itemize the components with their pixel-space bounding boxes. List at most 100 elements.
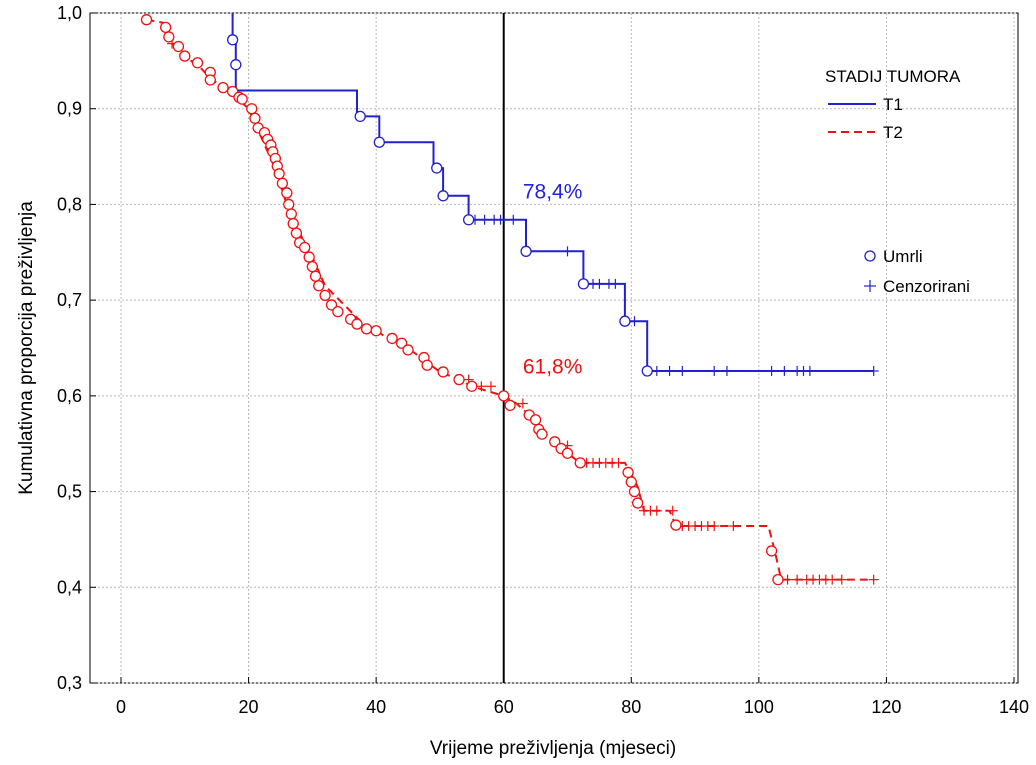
series-t2-death-marker bbox=[332, 305, 344, 318]
series-t2-death-marker bbox=[236, 93, 248, 105]
y-axis-label: Kumulativna proporcija preživljenja bbox=[16, 201, 37, 495]
x-tick-label: 100 bbox=[744, 697, 774, 717]
series-t1-death-marker bbox=[431, 162, 443, 174]
series-t2-death-marker bbox=[574, 457, 586, 469]
series-t2-death-marker bbox=[402, 344, 414, 356]
series-t1-censored-marker bbox=[651, 365, 662, 376]
series-layer bbox=[140, 13, 879, 586]
annotation-t2-percent: 61,8% bbox=[523, 356, 583, 379]
series-t2-death-marker bbox=[281, 187, 293, 199]
series-t2-death-marker bbox=[179, 50, 191, 62]
series-t2-death-marker bbox=[437, 366, 449, 378]
series-t2-death-marker bbox=[386, 332, 398, 345]
series-t2-death-marker bbox=[285, 208, 297, 220]
x-tick-label: 60 bbox=[494, 697, 514, 717]
series-t2-death-marker bbox=[504, 399, 516, 412]
series-t2-death-marker bbox=[249, 112, 261, 124]
legend-label-cenzorirani: Cenzorirani bbox=[883, 277, 970, 296]
x-tick-label: 0 bbox=[116, 697, 126, 717]
series-t2-death-marker bbox=[273, 168, 285, 180]
series-t2-death-marker bbox=[313, 280, 325, 292]
series-t2-death-marker bbox=[325, 299, 338, 311]
series-t2-censored-marker bbox=[868, 574, 879, 585]
series-t1-censored-marker bbox=[868, 365, 879, 376]
axis-ticks: 0 20 40 60 80 100 120 140 0,3 0,4 0,5 0,6 0,7 0,8 0,9 1… bbox=[57, 3, 1029, 717]
series-t2-death-marker bbox=[396, 337, 408, 349]
series-t2-death-marker bbox=[351, 318, 363, 330]
series-t2-censored-marker bbox=[485, 381, 496, 392]
series-t2-death-marker bbox=[632, 497, 644, 509]
series-t2-death-marker bbox=[287, 217, 299, 230]
series-t2-death-marker bbox=[421, 359, 433, 371]
series-t2-death-marker bbox=[319, 289, 331, 302]
series-t1-death-marker bbox=[520, 245, 532, 257]
x-tick-label: 40 bbox=[366, 697, 386, 717]
y-tick-label: 0,8 bbox=[57, 194, 82, 214]
x-tick-label: 20 bbox=[239, 697, 259, 717]
legend-label-t2: T2 bbox=[883, 123, 903, 142]
series-t2-censored-marker bbox=[836, 574, 847, 585]
series-t1-censored-marker bbox=[721, 365, 732, 376]
y-tick-label: 0,6 bbox=[57, 386, 82, 406]
series-t2-death-marker bbox=[628, 485, 641, 498]
series-t1-censored-marker bbox=[804, 365, 815, 376]
series-t2-death-marker bbox=[283, 198, 295, 211]
series-t2-death-marker bbox=[625, 476, 637, 488]
series-t1-death-marker bbox=[230, 59, 242, 71]
y-tick-label: 0,9 bbox=[57, 99, 82, 119]
series-t2-death-marker bbox=[536, 428, 548, 440]
y-tick-label: 0,7 bbox=[57, 290, 82, 310]
series-t2-death-marker bbox=[191, 57, 204, 69]
x-tick-label: 140 bbox=[999, 697, 1029, 717]
series-t1-censored-marker bbox=[508, 214, 519, 225]
legend-title: STADIJ TUMORA bbox=[825, 67, 961, 86]
series-t2-death-marker bbox=[159, 21, 172, 34]
series-t2-death-marker bbox=[299, 241, 311, 254]
series-t2-censored-marker bbox=[792, 574, 803, 585]
series-t2-death-marker bbox=[529, 414, 542, 426]
series-t1-censored-marker bbox=[766, 365, 777, 376]
series-t2-death-marker bbox=[453, 373, 465, 386]
series-t2-censored-marker bbox=[782, 574, 793, 585]
legend-series: STADIJ TUMORA T1 T2 bbox=[825, 67, 961, 142]
series-t2-death-marker bbox=[303, 251, 315, 263]
series-t1-censored-marker bbox=[709, 365, 720, 376]
series-t1-death-marker bbox=[641, 365, 653, 377]
series-t1-death-marker bbox=[437, 190, 449, 202]
grid bbox=[90, 12, 1018, 684]
series-t2-death-marker bbox=[772, 573, 784, 586]
series-t2-death-marker bbox=[370, 325, 382, 337]
series-t1-censored-marker bbox=[629, 316, 640, 327]
series-t2-death-marker bbox=[670, 519, 682, 531]
series-t2-censored-marker bbox=[651, 505, 662, 516]
plot-frame bbox=[89, 12, 1019, 684]
y-tick-label: 0,3 bbox=[57, 673, 82, 693]
y-tick-label: 0,4 bbox=[57, 577, 82, 597]
legend-circle-marker bbox=[864, 250, 876, 262]
series-t1-censored-marker bbox=[479, 214, 490, 225]
series-t2-death-marker bbox=[622, 466, 634, 479]
series-t2-censored-marker bbox=[709, 521, 720, 532]
series-t2-death-marker bbox=[360, 323, 373, 335]
series-t2-censored-marker bbox=[517, 398, 528, 409]
series-t2-death-marker bbox=[765, 545, 778, 557]
series-t2-death-marker bbox=[276, 177, 289, 190]
x-tick-label: 120 bbox=[871, 697, 901, 717]
series-t2-censored-marker bbox=[827, 574, 838, 585]
legend-markers: Umrli Cenzorirani bbox=[864, 247, 970, 296]
series-t1-censored-marker bbox=[664, 365, 675, 376]
series-t2-death-marker bbox=[290, 227, 303, 239]
x-tick-label: 80 bbox=[621, 697, 641, 717]
series-t1-death-marker bbox=[354, 110, 366, 123]
series-t1-censored-marker bbox=[677, 365, 688, 376]
series-t1-censored-marker bbox=[562, 246, 573, 257]
series-t2-death-marker bbox=[246, 103, 258, 115]
y-tick-label: 1,0 bbox=[57, 3, 82, 23]
y-tick-label: 0,5 bbox=[57, 482, 82, 502]
series-t1-censored-marker bbox=[495, 214, 506, 225]
legend-label-t1: T1 bbox=[883, 95, 903, 114]
series-t1-censored-marker bbox=[610, 278, 621, 289]
series-t1-death-marker bbox=[226, 34, 239, 46]
series-t2-censored-marker bbox=[476, 381, 487, 392]
